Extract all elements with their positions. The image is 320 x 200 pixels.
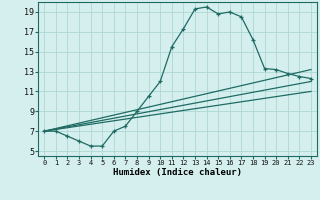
X-axis label: Humidex (Indice chaleur): Humidex (Indice chaleur): [113, 168, 242, 177]
